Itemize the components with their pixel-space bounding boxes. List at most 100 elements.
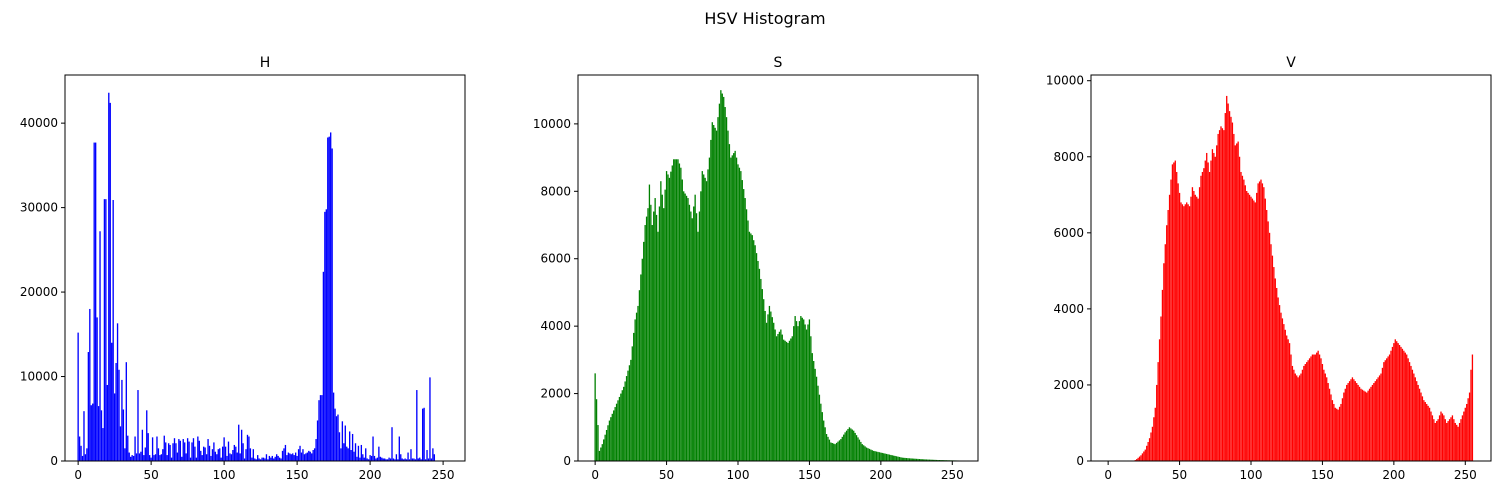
histogram-bar xyxy=(204,447,206,461)
histogram-bar xyxy=(845,430,848,461)
histogram-bar xyxy=(122,409,125,461)
histogram-bar xyxy=(1247,192,1249,461)
histogram-bar xyxy=(283,448,285,461)
y-tick-label: 40000 xyxy=(20,116,58,130)
histogram-bar xyxy=(89,308,91,461)
histogram-bar xyxy=(1193,190,1195,462)
histogram-bar xyxy=(1314,354,1316,461)
histogram-bar xyxy=(924,459,926,461)
histogram-bar xyxy=(721,93,723,461)
histogram-bar xyxy=(1280,312,1282,461)
histogram-bar xyxy=(233,444,236,461)
histogram-bar xyxy=(341,421,344,461)
histogram-bar xyxy=(928,459,931,461)
histogram-bar xyxy=(777,334,779,461)
histogram-bar xyxy=(794,316,796,461)
histogram-bar xyxy=(847,428,849,461)
histogram-bar xyxy=(160,454,163,461)
histogram-bar xyxy=(294,452,297,461)
histogram-bar xyxy=(1318,354,1321,461)
histogram-bar xyxy=(1387,356,1389,461)
histogram-bar xyxy=(927,459,929,461)
histogram-bar xyxy=(1333,403,1335,461)
histogram-bar xyxy=(1260,179,1262,461)
histogram-bar xyxy=(825,434,828,461)
histogram-bar xyxy=(346,446,348,461)
histogram-bar xyxy=(1363,390,1365,461)
histogram-bar xyxy=(395,454,398,461)
histogram-bar xyxy=(249,448,252,461)
histogram-bar xyxy=(665,171,668,461)
histogram-bar xyxy=(1390,350,1392,461)
histogram-bar xyxy=(188,441,190,461)
histogram-bar xyxy=(720,90,722,462)
histogram-bar xyxy=(343,443,345,461)
histogram-bar xyxy=(784,340,786,461)
histogram-bar xyxy=(392,458,395,461)
axes-frame xyxy=(577,74,979,462)
histogram-bar xyxy=(87,352,90,461)
histogram-bar xyxy=(735,157,738,461)
histogram-bar xyxy=(1140,455,1142,461)
histogram-bar xyxy=(920,459,922,461)
histogram-bar xyxy=(1356,383,1358,461)
histogram-bar xyxy=(388,457,390,461)
x-tick-label: 100 xyxy=(1240,468,1263,482)
histogram-bar xyxy=(80,445,82,461)
histogram-bar xyxy=(1197,198,1199,461)
histogram-bar xyxy=(871,450,873,461)
histogram-bar xyxy=(717,117,719,461)
histogram-bar xyxy=(661,194,663,461)
histogram-bar xyxy=(251,457,253,461)
histogram-bar xyxy=(1243,179,1245,461)
histogram-bar xyxy=(870,449,872,461)
histogram-bar xyxy=(703,174,705,461)
histogram-bar xyxy=(894,455,896,461)
histogram-bar xyxy=(663,208,665,461)
histogram-bar xyxy=(1384,360,1386,461)
histogram-bar xyxy=(238,424,240,461)
histogram-bar xyxy=(417,458,419,461)
histogram-bar xyxy=(338,432,341,461)
histogram-bar xyxy=(610,417,612,461)
histogram-bar xyxy=(1248,194,1251,462)
histogram-bar xyxy=(267,459,269,461)
histogram-bar xyxy=(675,159,678,461)
histogram-bar xyxy=(147,433,149,461)
histogram-bar xyxy=(103,199,106,461)
histogram-bar xyxy=(654,198,656,462)
histogram-bar xyxy=(1184,204,1186,462)
histogram-bar xyxy=(887,454,889,461)
histogram-bar xyxy=(727,130,729,461)
histogram-bar xyxy=(917,458,919,461)
histogram-bar xyxy=(780,329,782,461)
histogram-bar xyxy=(1281,318,1284,461)
histogram-bar xyxy=(382,458,384,461)
histogram-bar xyxy=(398,436,400,461)
histogram-bar xyxy=(641,258,643,461)
histogram-bar xyxy=(232,450,234,461)
histogram-bar xyxy=(381,457,383,461)
histogram-bar xyxy=(664,189,666,461)
histogram-bar xyxy=(868,448,871,461)
histogram-bar xyxy=(921,459,923,461)
histogram-bar xyxy=(1287,339,1289,461)
histogram-bar xyxy=(83,411,85,461)
histogram-bar xyxy=(1286,335,1288,461)
histogram-bar xyxy=(302,449,304,461)
histogram-bar xyxy=(360,444,363,461)
histogram-bar xyxy=(601,444,603,461)
histogram-bar xyxy=(1246,190,1248,462)
histogram-bar xyxy=(710,139,712,461)
x-tick-label: 150 xyxy=(286,468,309,482)
histogram-bar xyxy=(403,459,405,461)
histogram-bar xyxy=(1468,392,1471,461)
histogram-bar xyxy=(1450,417,1452,461)
histogram-bar xyxy=(834,444,836,461)
histogram-bar xyxy=(1231,122,1234,461)
histogram-bar xyxy=(1406,354,1408,461)
histogram-bar xyxy=(92,403,94,461)
histogram-bar xyxy=(1186,202,1188,461)
histogram-bar xyxy=(1294,373,1296,461)
histogram-bar xyxy=(1150,432,1152,461)
